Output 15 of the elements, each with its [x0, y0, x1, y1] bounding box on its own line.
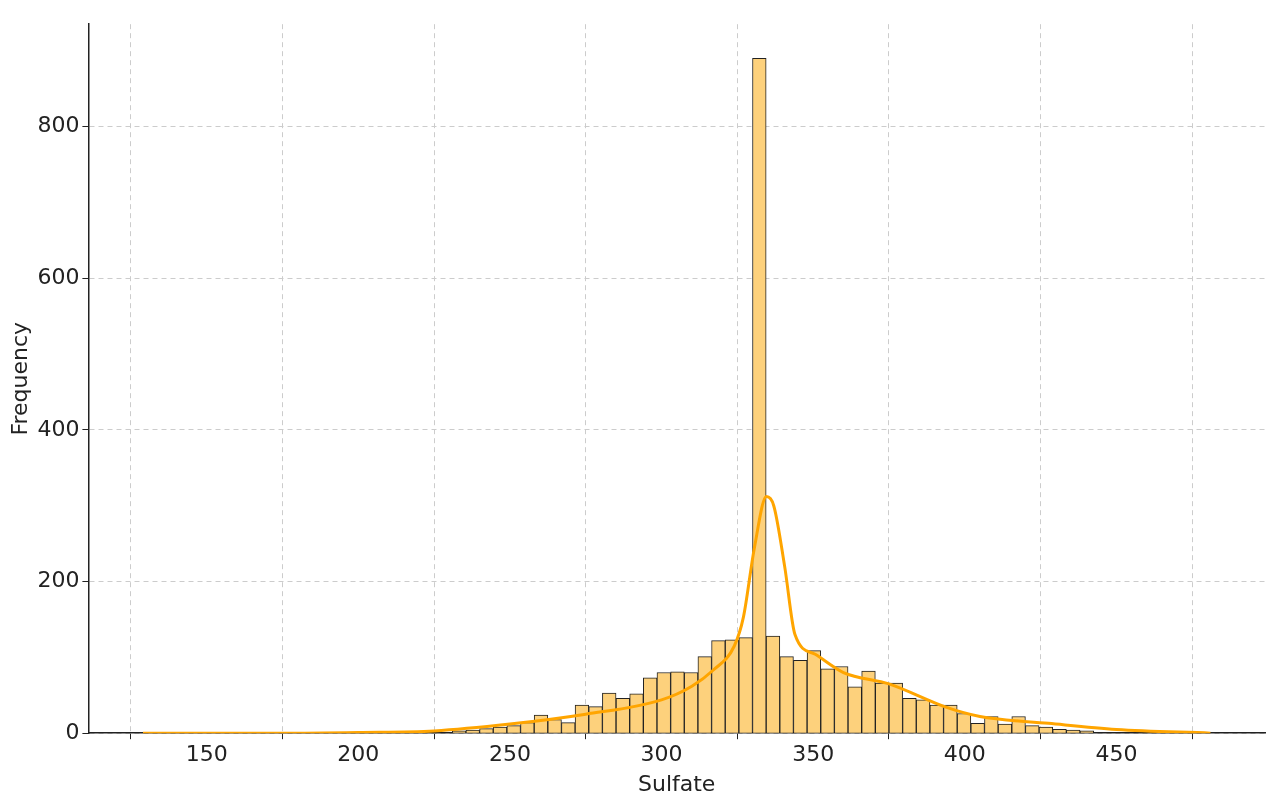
- y-tick-label: 600: [37, 263, 80, 289]
- x-tick-label: 300: [640, 741, 683, 767]
- x-tick-label: 250: [488, 741, 531, 767]
- x-tick-label: 350: [792, 741, 835, 767]
- y-tick-label: 400: [37, 415, 80, 441]
- x-tick-label: 150: [185, 741, 228, 767]
- line-series: [141, 495, 1212, 734]
- x-tick-label: 400: [943, 741, 986, 767]
- y-tick-label: 800: [37, 112, 80, 138]
- x-tick-label: 450: [1095, 741, 1138, 767]
- y-axis-title: Frequency: [6, 321, 32, 436]
- x-tick-label: 200: [337, 741, 380, 767]
- y-tick-label: 200: [37, 567, 80, 593]
- x-axis-title: Sulfate: [637, 770, 716, 796]
- y-tick-label: 0: [65, 718, 80, 744]
